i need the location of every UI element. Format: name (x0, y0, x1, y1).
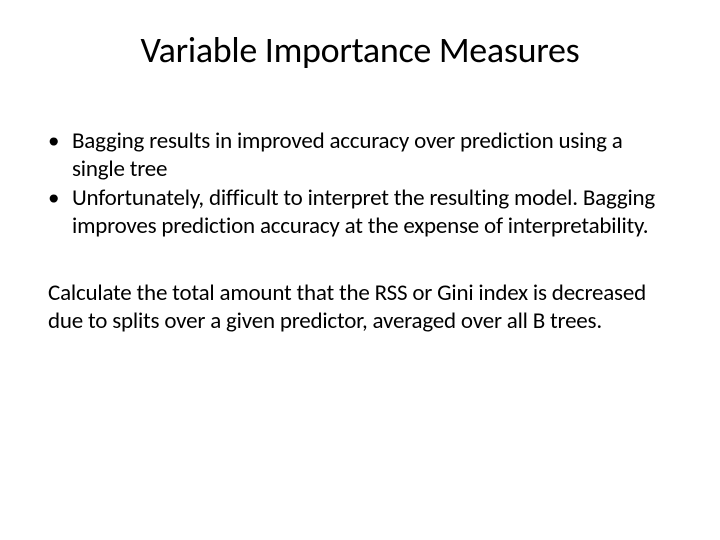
bullet-marker-icon: • (48, 185, 72, 213)
bullet-text: Bagging results in improved accuracy ove… (72, 128, 672, 183)
bullet-item: • Bagging results in improved accuracy o… (48, 128, 672, 183)
slide-container: Variable Importance Measures • Bagging r… (0, 0, 720, 540)
bullet-list: • Bagging results in improved accuracy o… (48, 128, 672, 240)
body-paragraph: Calculate the total amount that the RSS … (48, 280, 672, 335)
bullet-text: Unfortunately, difficult to interpret th… (72, 185, 672, 240)
bullet-marker-icon: • (48, 128, 72, 156)
bullet-item: • Unfortunately, difficult to interpret … (48, 185, 672, 240)
slide-title: Variable Importance Measures (48, 28, 672, 72)
